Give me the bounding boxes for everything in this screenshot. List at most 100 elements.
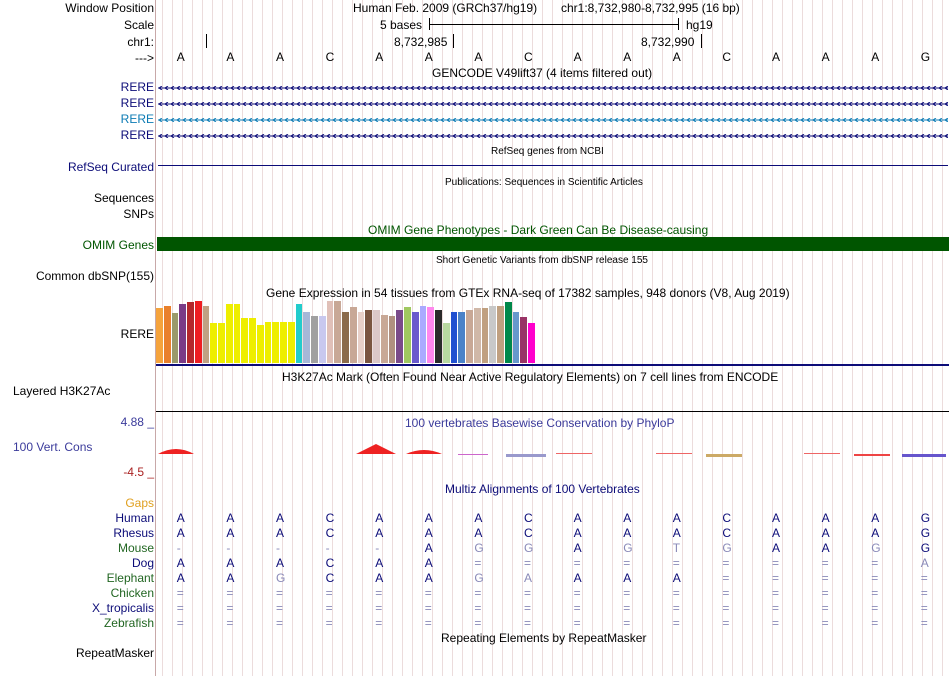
gtex-bar[interactable] bbox=[442, 322, 450, 363]
gtex-bar[interactable] bbox=[194, 301, 202, 363]
alignment-base: = bbox=[722, 571, 730, 585]
grid-line bbox=[542, 0, 543, 676]
species-label[interactable]: Chicken bbox=[110, 586, 154, 600]
gtex-bar[interactable] bbox=[342, 312, 349, 363]
gtex-bar[interactable] bbox=[225, 304, 233, 363]
position-text[interactable]: chr1:8,732,980-8,732,995 (16 bp) bbox=[561, 1, 740, 15]
grid-line bbox=[862, 0, 863, 676]
chrom-label: chr1: bbox=[127, 35, 154, 49]
alignment-base: = bbox=[920, 586, 928, 600]
gtex-bar[interactable] bbox=[427, 307, 435, 363]
gtex-bar[interactable] bbox=[497, 305, 504, 363]
phylop-peak-3 bbox=[406, 450, 442, 454]
gtex-bar[interactable] bbox=[179, 304, 186, 363]
refseq-label[interactable]: RefSeq Curated bbox=[67, 160, 154, 174]
gtex-bar[interactable] bbox=[365, 310, 373, 363]
gtex-bar[interactable] bbox=[210, 322, 218, 363]
alignment-base: - bbox=[325, 541, 330, 555]
gencode-label-1[interactable]: RERE bbox=[120, 80, 154, 94]
gtex-bar[interactable] bbox=[280, 322, 287, 363]
species-label[interactable]: Rhesus bbox=[113, 526, 154, 540]
species-label[interactable]: X_tropicalis bbox=[91, 601, 154, 615]
gtex-bar[interactable] bbox=[326, 301, 334, 363]
gtex-bar[interactable] bbox=[295, 304, 303, 363]
repeatmasker-title: Repeating Elements by RepeatMasker bbox=[441, 631, 647, 645]
phylop-title: 100 vertebrates Basewise Conservation by… bbox=[405, 416, 675, 430]
omim-label[interactable]: OMIM Genes bbox=[82, 238, 154, 252]
species-label[interactable]: Dog bbox=[131, 556, 154, 570]
gtex-label[interactable]: RERE bbox=[120, 327, 154, 341]
gtex-bar[interactable] bbox=[311, 315, 318, 363]
gencode-label-3[interactable]: RERE bbox=[120, 112, 154, 126]
gtex-bar[interactable] bbox=[481, 308, 489, 363]
species-label[interactable]: Human bbox=[115, 511, 154, 525]
grid-line bbox=[812, 0, 813, 676]
gencode-transcript[interactable] bbox=[158, 86, 948, 90]
gencode-label-4[interactable]: RERE bbox=[120, 128, 154, 142]
gencode-transcript[interactable] bbox=[158, 102, 948, 106]
gtex-bar[interactable] bbox=[303, 312, 311, 363]
gtex-bar[interactable] bbox=[458, 312, 466, 363]
gtex-bar[interactable] bbox=[357, 312, 365, 363]
gtex-bar[interactable] bbox=[520, 316, 528, 363]
omim-bar[interactable] bbox=[157, 237, 949, 251]
gtex-bar[interactable] bbox=[473, 308, 481, 363]
grid-line bbox=[202, 0, 203, 676]
gtex-bar[interactable] bbox=[466, 310, 473, 363]
gtex-bar[interactable] bbox=[264, 322, 272, 363]
gtex-bar[interactable] bbox=[287, 322, 295, 363]
gtex-chart[interactable] bbox=[156, 300, 536, 363]
gtex-bar[interactable] bbox=[380, 314, 388, 363]
species-label[interactable]: Mouse bbox=[117, 541, 154, 555]
phylop-graph[interactable] bbox=[156, 440, 950, 462]
gencode-transcript[interactable] bbox=[158, 118, 948, 122]
gtex-bar[interactable] bbox=[512, 312, 520, 363]
gtex-title: Gene Expression in 54 tissues from GTEx … bbox=[266, 286, 790, 300]
h3k27ac-baseline bbox=[156, 411, 949, 412]
h3k27ac-label[interactable]: Layered H3K27Ac bbox=[13, 384, 111, 398]
gtex-bar[interactable] bbox=[233, 304, 241, 363]
snps-label[interactable]: SNPs bbox=[123, 207, 154, 221]
gencode-transcript[interactable] bbox=[158, 134, 948, 138]
gtex-bar[interactable] bbox=[349, 307, 357, 363]
grid-line bbox=[852, 0, 853, 676]
gtex-bar[interactable] bbox=[334, 301, 342, 363]
alignment-base: = bbox=[722, 586, 730, 600]
gtex-bar[interactable] bbox=[411, 312, 419, 363]
base-letter: A bbox=[871, 50, 880, 64]
publications-label[interactable]: Sequences bbox=[93, 191, 154, 205]
gtex-bar[interactable] bbox=[404, 307, 411, 363]
refseq-line[interactable] bbox=[158, 165, 948, 166]
gtex-bar[interactable] bbox=[450, 312, 458, 363]
grid-line bbox=[552, 0, 553, 676]
gtex-bar[interactable] bbox=[163, 305, 171, 363]
gtex-bar[interactable] bbox=[489, 305, 497, 363]
alignment-base: C bbox=[722, 526, 732, 540]
gtex-bar[interactable] bbox=[396, 310, 404, 363]
species-label[interactable]: Elephant bbox=[106, 571, 154, 585]
gtex-bar[interactable] bbox=[504, 302, 512, 363]
gtex-bar[interactable] bbox=[171, 313, 179, 363]
gtex-bar[interactable] bbox=[187, 302, 194, 363]
gtex-bar[interactable] bbox=[373, 310, 380, 363]
dbsnp-label[interactable]: Common dbSNP(155) bbox=[35, 269, 154, 283]
gtex-bar[interactable] bbox=[419, 305, 427, 363]
gtex-bar[interactable] bbox=[272, 322, 280, 363]
grid-line bbox=[762, 0, 763, 676]
gtex-bar[interactable] bbox=[218, 322, 225, 363]
gtex-bar[interactable] bbox=[528, 322, 535, 363]
gtex-bar[interactable] bbox=[241, 318, 249, 363]
gtex-bar[interactable] bbox=[156, 308, 163, 363]
alignment-base: = bbox=[226, 601, 234, 615]
gtex-bar[interactable] bbox=[249, 318, 256, 363]
gtex-bar[interactable] bbox=[388, 315, 396, 363]
species-label[interactable]: Zebrafish bbox=[103, 616, 154, 630]
gtex-bar[interactable] bbox=[202, 305, 210, 363]
repeatmasker-label[interactable]: RepeatMasker bbox=[75, 646, 154, 660]
gencode-label-2[interactable]: RERE bbox=[120, 96, 154, 110]
gtex-bar[interactable] bbox=[318, 315, 326, 363]
phylop-label[interactable]: 100 Vert. Cons bbox=[13, 440, 93, 454]
gtex-bar[interactable] bbox=[435, 310, 442, 363]
alignment-base: = bbox=[474, 586, 482, 600]
gtex-bar[interactable] bbox=[256, 324, 264, 363]
